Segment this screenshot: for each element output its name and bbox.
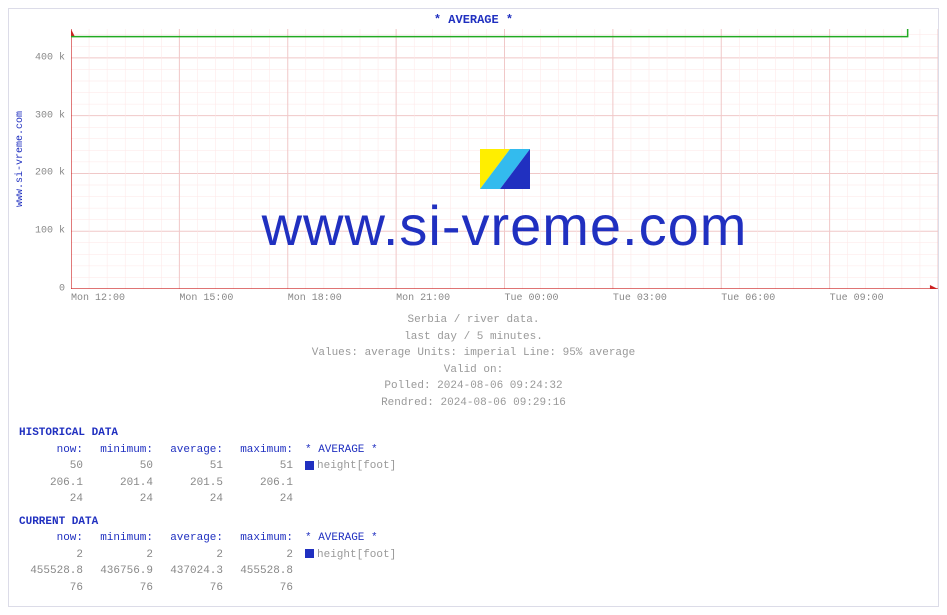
cell: 2: [229, 547, 299, 564]
table-row: 455528.8 436756.9 437024.3 455528.8: [19, 563, 402, 580]
legend-cell: * AVERAGE *: [299, 530, 402, 547]
x-tick-label: Tue 06:00: [721, 293, 829, 304]
y-tick-label: 0: [59, 284, 65, 295]
cell: 76: [159, 580, 229, 597]
x-tick-label: Mon 15:00: [179, 293, 287, 304]
x-tick-label: Tue 03:00: [613, 293, 721, 304]
plot-area: www.si-vreme.com: [71, 29, 938, 289]
cell: 76: [89, 580, 159, 597]
current-title: CURRENT DATA: [19, 514, 928, 531]
cell: 50: [89, 458, 159, 475]
cell: 24: [229, 491, 299, 508]
y-tick-label: 200 k: [35, 168, 65, 179]
col-min: minimum:: [89, 442, 159, 459]
cell: 2: [19, 547, 89, 564]
table-row: 76 76 76 76: [19, 580, 402, 597]
chart-title: * AVERAGE *: [9, 9, 938, 29]
legend-cell: height[foot]: [299, 458, 402, 475]
cell: 436756.9: [89, 563, 159, 580]
y-tick-label: 400 k: [35, 52, 65, 63]
historical-title: HISTORICAL DATA: [19, 425, 928, 442]
cell: [299, 563, 402, 580]
cell: 51: [229, 458, 299, 475]
data-section: HISTORICAL DATA now: minimum: average: m…: [9, 419, 938, 606]
x-tick-label: Tue 00:00: [505, 293, 613, 304]
cell: 201.5: [159, 475, 229, 492]
y-tick-label: 300 k: [35, 110, 65, 121]
table-row: 206.1 201.4 201.5 206.1: [19, 475, 402, 492]
cell: 206.1: [19, 475, 89, 492]
col-max: maximum:: [229, 442, 299, 459]
cell: 2: [89, 547, 159, 564]
cell: 206.1: [229, 475, 299, 492]
cell: 201.4: [89, 475, 159, 492]
cell: 76: [229, 580, 299, 597]
cell: 24: [159, 491, 229, 508]
chart-frame: * AVERAGE * www.si-vreme.com 0 100 k 200 k…: [8, 8, 939, 607]
x-tick-label: Mon 18:00: [288, 293, 396, 304]
x-tick-label: Mon 21:00: [396, 293, 504, 304]
cell: 24: [89, 491, 159, 508]
caption-line: last day / 5 minutes.: [9, 329, 938, 346]
legend-marker-icon: [305, 461, 314, 470]
historical-table: now: minimum: average: maximum: * AVERAG…: [19, 442, 402, 508]
cell: 437024.3: [159, 563, 229, 580]
y-tick-label: 100 k: [35, 226, 65, 237]
cell: [299, 580, 402, 597]
col-max: maximum:: [229, 530, 299, 547]
caption-line: Valid on:: [9, 362, 938, 379]
x-tick-label: Tue 09:00: [830, 293, 938, 304]
legend-marker-icon: [305, 549, 314, 558]
chart-row: www.si-vreme.com 0100 k200 k300 k400 k w…: [9, 29, 938, 289]
legend-title: * AVERAGE *: [305, 444, 378, 456]
caption-line: Serbia / river data.: [9, 312, 938, 329]
legend-label: height[foot]: [317, 549, 396, 561]
cell: 455528.8: [19, 563, 89, 580]
legend-cell: * AVERAGE *: [299, 442, 402, 459]
x-axis-ticks: Mon 12:00Mon 15:00Mon 18:00Mon 21:00Tue …: [71, 289, 938, 308]
col-now: now:: [19, 442, 89, 459]
col-avg: average:: [159, 442, 229, 459]
caption-line: Rendred: 2024-08-06 09:29:16: [9, 395, 938, 412]
col-now: now:: [19, 530, 89, 547]
legend-cell: height[foot]: [299, 547, 402, 564]
cell: 2: [159, 547, 229, 564]
legend-title: * AVERAGE *: [305, 532, 378, 544]
y-axis-label-container: www.si-vreme.com: [9, 29, 31, 289]
col-min: minimum:: [89, 530, 159, 547]
table-header-row: now: minimum: average: maximum: * AVERAG…: [19, 530, 402, 547]
table-row: 24 24 24 24: [19, 491, 402, 508]
cell: 24: [19, 491, 89, 508]
chart-svg: [71, 29, 938, 289]
cell: 50: [19, 458, 89, 475]
cell: 51: [159, 458, 229, 475]
chart-caption: Serbia / river data. last day / 5 minute…: [9, 308, 938, 419]
cell: [299, 475, 402, 492]
x-tick-label: Mon 12:00: [71, 293, 179, 304]
col-avg: average:: [159, 530, 229, 547]
legend-label: height[foot]: [317, 460, 396, 472]
cell: 76: [19, 580, 89, 597]
y-axis-label: www.si-vreme.com: [15, 111, 26, 207]
table-row: 50 50 51 51 height[foot]: [19, 458, 402, 475]
cell: 455528.8: [229, 563, 299, 580]
table-header-row: now: minimum: average: maximum: * AVERAG…: [19, 442, 402, 459]
table-row: 2 2 2 2 height[foot]: [19, 547, 402, 564]
caption-line: Polled: 2024-08-06 09:24:32: [9, 378, 938, 395]
caption-line: Values: average Units: imperial Line: 95…: [9, 345, 938, 362]
y-axis-ticks: 0100 k200 k300 k400 k: [31, 29, 71, 289]
current-table: now: minimum: average: maximum: * AVERAG…: [19, 530, 402, 596]
cell: [299, 491, 402, 508]
